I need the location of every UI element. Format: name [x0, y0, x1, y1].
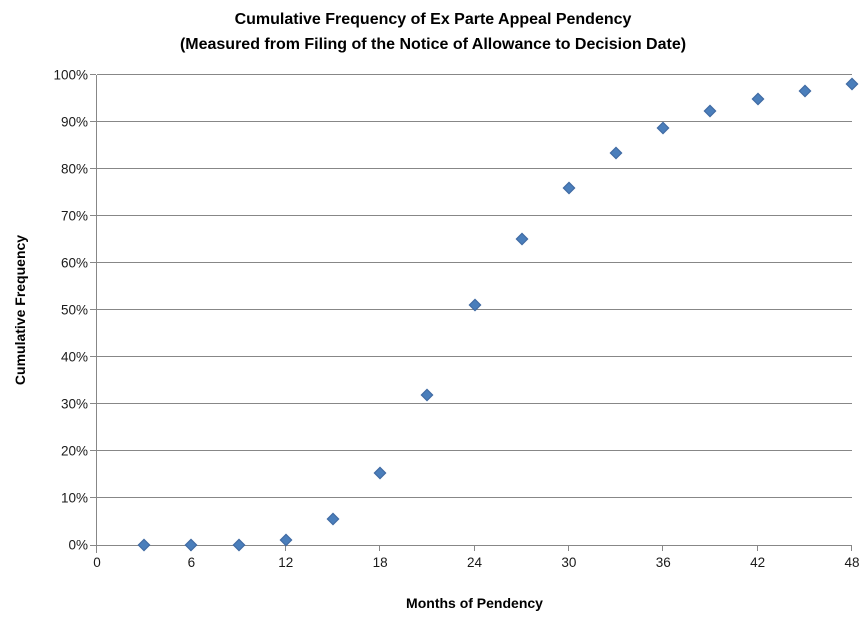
y-axis-tick: [90, 403, 96, 404]
data-point: [137, 538, 151, 552]
y-axis-title: Cumulative Frequency: [12, 234, 28, 386]
y-axis-tick: [90, 356, 96, 357]
y-tick-label: 0%: [68, 537, 88, 553]
data-point: [798, 84, 812, 98]
gridline: [97, 262, 852, 263]
x-axis-tick: [756, 545, 758, 551]
x-tick-label: 24: [466, 555, 483, 570]
y-axis-tick: [90, 497, 96, 498]
gridline: [97, 168, 852, 169]
data-point: [515, 232, 529, 245]
y-axis-tick: [90, 74, 96, 75]
data-point: [751, 92, 764, 106]
x-axis-line: [97, 545, 852, 546]
x-axis-tick: [473, 545, 475, 551]
y-tick-label: 80%: [60, 161, 88, 177]
y-tick-label: 60%: [60, 255, 88, 271]
x-tick-label: 18: [372, 555, 388, 570]
data-point: [185, 538, 198, 552]
y-axis-tick: [90, 168, 96, 169]
x-tick-label: 30: [561, 555, 577, 570]
chart-title-line1: Cumulative Frequency of Ex Parte Appeal …: [234, 11, 632, 28]
chart-title-line2: (Measured from Filing of the Notice of A…: [179, 36, 687, 53]
plot-area: 0% 10% 20% 30% 40% 50% 60% 70% 80% 90% 100% 0 6 12 18 2…: [53, 68, 859, 571]
x-axis-title: Months of Pendency: [406, 595, 543, 611]
x-tick-label: 42: [750, 555, 766, 570]
x-tick-label: 6: [187, 555, 196, 570]
data-point: [232, 538, 245, 552]
y-tick-label: 40%: [60, 349, 88, 365]
gridline: [97, 497, 852, 498]
y-axis-tick: [90, 545, 96, 546]
chart-title: Cumulative Frequency of Ex Parte Appeal …: [0, 7, 866, 57]
gridline: [97, 74, 852, 75]
y-axis-tick: [90, 309, 96, 310]
data-point: [562, 181, 576, 195]
x-tick-label: 48: [844, 555, 860, 570]
y-tick-label: 20%: [60, 443, 88, 459]
data-point: [656, 121, 670, 135]
y-tick-label: 100%: [53, 67, 88, 83]
data-point: [420, 388, 434, 401]
gridline: [97, 403, 852, 404]
y-axis-tick: [90, 215, 96, 216]
x-axis-tick: [662, 545, 664, 551]
y-axis-tick: [90, 450, 96, 451]
x-tick-label: 36: [655, 555, 671, 570]
gridline: [97, 356, 852, 357]
data-point: [326, 512, 340, 526]
gridline: [97, 450, 852, 451]
y-tick-label: 50%: [60, 302, 88, 318]
x-tick-label: 0: [93, 555, 101, 570]
y-tick-label: 10%: [60, 490, 88, 506]
x-axis-tick: [851, 545, 852, 551]
y-tick-label: 70%: [60, 208, 88, 224]
gridline: [97, 121, 852, 122]
x-axis-tick: [284, 545, 286, 551]
x-tick-label: 12: [278, 555, 294, 570]
data-point: [373, 466, 387, 480]
data-point: [609, 147, 623, 160]
data-point: [704, 104, 717, 118]
x-axis-tick: [567, 545, 569, 551]
gridline: [97, 215, 852, 216]
data-point: [845, 78, 859, 91]
x-axis-tick: [379, 545, 381, 551]
y-axis-tick: [90, 262, 96, 263]
y-tick-label: 30%: [60, 396, 88, 412]
y-tick-label: 90%: [60, 114, 88, 130]
y-axis-tick: [90, 121, 96, 122]
y-axis-line: [96, 75, 97, 553]
